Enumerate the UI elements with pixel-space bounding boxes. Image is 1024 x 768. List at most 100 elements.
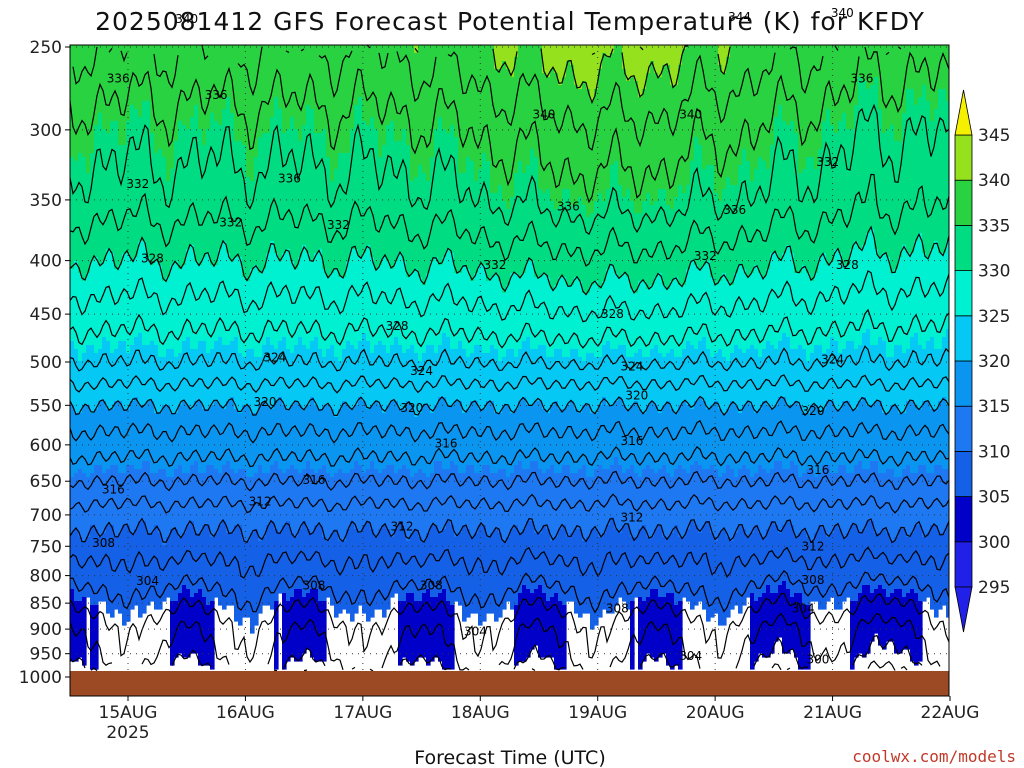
ground-surface	[70, 671, 949, 696]
contour-label-text: 324	[410, 364, 433, 378]
x-tick-label: 17AUG	[333, 703, 392, 723]
contour-label-text: 320	[400, 401, 423, 415]
contour-label-text: 336	[850, 72, 873, 86]
contour-312k	[70, 493, 949, 514]
colorbar-tick-label: 310	[978, 442, 1010, 462]
contour-label: 332	[126, 177, 149, 191]
contour-label-text: 344	[728, 10, 751, 24]
y-tick-label: 550	[30, 396, 62, 416]
contour-label: 336	[107, 72, 130, 86]
x-tick-label: 21AUG	[803, 703, 862, 723]
colorbar-tick-label: 335	[978, 216, 1010, 236]
contour-label: 332	[484, 258, 507, 272]
colorbar-tick-label: 345	[978, 126, 1010, 146]
contour-label: 316	[806, 463, 829, 477]
contour-label-text: 304	[679, 649, 702, 663]
y-tick-label: 800	[30, 567, 62, 587]
colorbar-tick-label: 340	[978, 171, 1010, 191]
contour-label-text: 308	[92, 536, 115, 550]
x-axis-label: Forecast Time (UTC)	[414, 747, 605, 768]
contour-336k	[70, 46, 949, 204]
contour-label: 316	[435, 436, 458, 450]
contour-label-text: 308	[420, 579, 443, 593]
contour-308k	[70, 546, 949, 579]
contour-label: 324	[621, 360, 644, 374]
y-tick-label: 500	[30, 353, 62, 373]
contour-316k	[70, 446, 949, 468]
x-tick-label: 22AUG	[921, 703, 980, 723]
contour-label-text: 308	[802, 573, 825, 587]
colorbar-tick-label: 320	[978, 352, 1010, 372]
contour-label-text: 336	[107, 72, 130, 86]
contour-label: 316	[102, 483, 125, 497]
colorbar-swatch	[954, 179, 973, 226]
contour-label-text: 312	[391, 519, 414, 533]
colorbar-swatch	[954, 134, 973, 181]
x-tick-label: 18AUG	[451, 703, 510, 723]
contour-label: 328	[601, 307, 624, 321]
contour-label: 336	[723, 203, 746, 217]
contour-label-text: 336	[723, 203, 746, 217]
contour-label-text: 324	[621, 360, 644, 374]
contour-334k	[70, 103, 949, 236]
x-tick-label: 15AUG	[99, 703, 158, 723]
colorbar-extend-bottom	[954, 586, 973, 633]
contour-label: 312	[802, 539, 825, 553]
contour-322k	[70, 374, 949, 394]
x-tick-label: 19AUG	[568, 703, 627, 723]
contour-320k	[70, 395, 949, 417]
contour-labels: 3443403363363323323283403403443403363363…	[92, 6, 873, 666]
contour-label-text: 316	[806, 463, 829, 477]
colorbar-swatch	[954, 496, 973, 543]
plot-frame	[69, 44, 950, 697]
contour-label: 332	[816, 155, 839, 169]
contour-label: 304	[136, 574, 159, 588]
contour-label: 304	[679, 649, 702, 663]
contour-label-text: 324	[821, 352, 844, 366]
contour-label: 324	[410, 364, 433, 378]
contour-label-text: 340	[679, 107, 702, 121]
contour-label-text: 308	[606, 601, 629, 615]
contour-label-text: 332	[219, 216, 242, 230]
contour-302k	[70, 612, 941, 672]
contour-label-text: 316	[302, 473, 325, 487]
chart-title: 2025081412 GFS Forecast Potential Temper…	[95, 7, 925, 36]
contour-label-text: 328	[601, 307, 624, 321]
contour-318k	[70, 419, 949, 444]
y-tick-label: 850	[30, 594, 62, 614]
contour-label-text: 328	[141, 251, 164, 265]
contour-label-text: 304	[464, 625, 487, 639]
contour-298k	[303, 660, 908, 672]
colorbar-swatch	[954, 541, 973, 588]
colorbar: 295 300 305 310 315 320 325 330 335 340 345	[954, 89, 1010, 633]
colorbar-swatch	[954, 315, 973, 362]
contour-label: 320	[802, 404, 825, 418]
contour-label: 308	[802, 573, 825, 587]
contour-label-text: 336	[278, 172, 301, 186]
contour-label: 336	[205, 88, 228, 102]
contour-304k	[70, 592, 949, 664]
contour-label-text: 320	[254, 395, 277, 409]
x-tick-label: 20AUG	[686, 703, 745, 723]
contour-label: 336	[557, 199, 580, 213]
y-tick-label: 400	[30, 252, 62, 272]
contour-label-text: 328	[836, 258, 859, 272]
contour-338k	[72, 45, 902, 151]
contour-label-text: 316	[102, 483, 125, 497]
contour-label-text: 312	[802, 539, 825, 553]
x-tick-sublabel: 2025	[106, 723, 149, 743]
y-tick-label: 250	[30, 38, 62, 58]
contour-label: 340	[532, 107, 555, 121]
contour-label: 316	[302, 473, 325, 487]
contour-label: 332	[219, 216, 242, 230]
y-tick-label: 600	[30, 436, 62, 456]
contour-label-text: 320	[802, 404, 825, 418]
contour-label: 304	[464, 625, 487, 639]
contour-label: 304	[792, 601, 815, 615]
contour-label: 312	[249, 495, 272, 509]
colorbar-tick-label: 325	[978, 307, 1010, 327]
contour-label: 340	[175, 12, 198, 26]
y-tick-label: 1000	[19, 668, 62, 688]
